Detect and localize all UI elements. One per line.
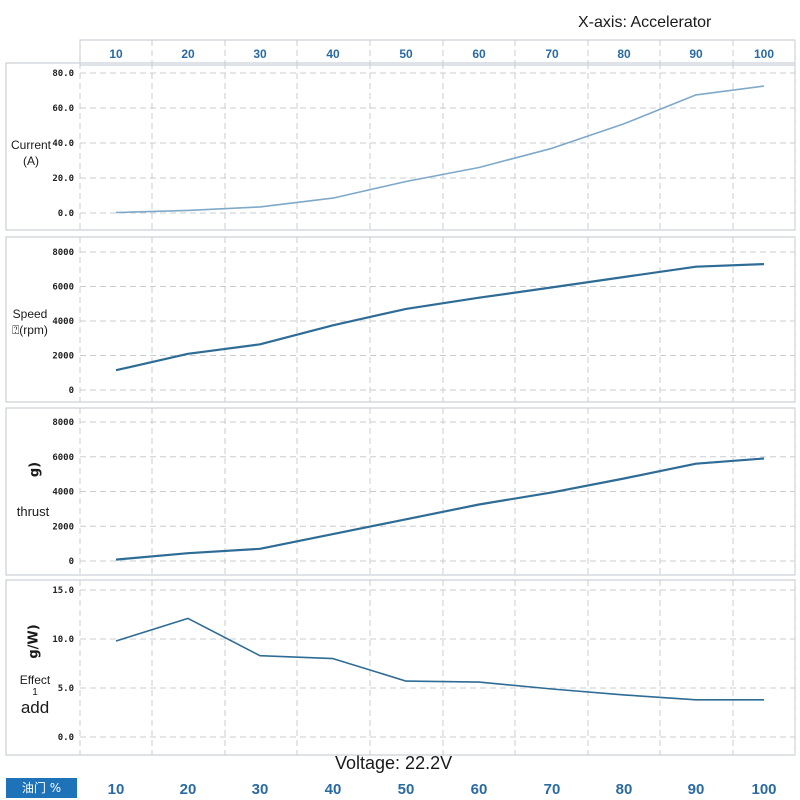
speed-y-tick-label: 0 — [69, 386, 74, 396]
bottom-x-tick-label: 50 — [398, 781, 415, 798]
bottom-x-tick-label: 100 — [751, 781, 776, 798]
top-x-tick-label: 90 — [689, 47, 703, 61]
thrust-y-tick-label: 8000 — [52, 418, 74, 428]
speed-ylabel-line2: ⍰(rpm) — [12, 323, 48, 337]
speed-panel-border — [5, 236, 796, 403]
effect-y-tick-label: 15.0 — [52, 586, 74, 596]
top-x-tick-label: 40 — [326, 47, 340, 61]
speed-ylabel-line1: Speed — [12, 307, 48, 321]
effect-unit-rotated: g/W) — [26, 624, 42, 659]
bottom-x-tick-label: 30 — [252, 781, 269, 798]
effect-y-tick-label: 0.0 — [58, 733, 74, 743]
effect-ylabel-big: add — [20, 698, 50, 717]
bottom-x-tick-label: 60 — [471, 781, 488, 798]
speed-y-tick-label: 2000 — [52, 352, 74, 362]
throttle-badge: 油门 % — [6, 778, 77, 798]
voltage-label: Voltage: 22.2V — [335, 753, 453, 773]
speed-series-line — [115, 263, 765, 372]
effect-y-tick-label: 10.0 — [52, 635, 74, 645]
effect-ylabel-word: Effect — [19, 673, 51, 687]
speed-y-tick-label: 6000 — [52, 283, 74, 293]
bottom-x-tick-label: 10 — [108, 781, 125, 798]
effect-ylabel: Effect 1 add — [10, 672, 60, 718]
current-y-tick-label: 40.0 — [52, 139, 74, 149]
top-x-tick-label: 80 — [617, 47, 631, 61]
bottom-x-tick-label: 40 — [325, 781, 342, 798]
current-y-tick-label: 0.0 — [58, 209, 74, 219]
effect-series-line — [115, 617, 764, 701]
bottom-x-tick-label: 90 — [688, 781, 705, 798]
top-x-tick-label: 10 — [109, 47, 123, 61]
top-x-tick-label: 50 — [399, 47, 413, 61]
effect-ylabel-small: 1 — [32, 687, 38, 698]
bottom-x-tick-label: 20 — [180, 781, 197, 798]
bottom-x-tick-label: 80 — [616, 781, 633, 798]
effect-panel-border — [5, 579, 796, 756]
top-x-tick-label: 20 — [181, 47, 195, 61]
current-panel-border — [5, 62, 796, 231]
thrust-y-tick-label: 6000 — [52, 453, 74, 463]
current-y-tick-label: 80.0 — [52, 69, 74, 79]
thrust-y-tick-label: 0 — [69, 557, 74, 567]
x-axis-title: X-axis: Accelerator — [578, 14, 712, 31]
speed-y-tick-label: 8000 — [52, 248, 74, 258]
current-ylabel-line2: (A) — [23, 154, 39, 168]
effect-y-tick-label: 5.0 — [58, 684, 74, 694]
thrust-series-line — [115, 457, 765, 561]
thrust-y-tick-label: 4000 — [52, 488, 74, 498]
top-x-tick-label: 70 — [545, 47, 559, 61]
speed-ylabel: Speed ⍰(rpm) — [6, 306, 54, 338]
current-y-tick-label: 60.0 — [52, 104, 74, 114]
top-x-tick-label: 60 — [472, 47, 486, 61]
current-y-tick-label: 20.0 — [52, 174, 74, 184]
top-x-tick-label: 30 — [253, 47, 267, 61]
thrust-y-tick-label: 2000 — [52, 522, 74, 532]
current-ylabel-line1: Current — [10, 138, 51, 152]
thrust-unit-rotated: g) — [27, 461, 43, 478]
current-series-line — [115, 85, 765, 214]
bottom-x-tick-label: 70 — [544, 781, 561, 798]
current-ylabel: Current (A) — [8, 137, 54, 169]
top-x-tick-label: 100 — [754, 47, 774, 61]
speed-y-tick-label: 4000 — [52, 317, 74, 327]
thrust-ylabel: thrust — [16, 504, 50, 519]
